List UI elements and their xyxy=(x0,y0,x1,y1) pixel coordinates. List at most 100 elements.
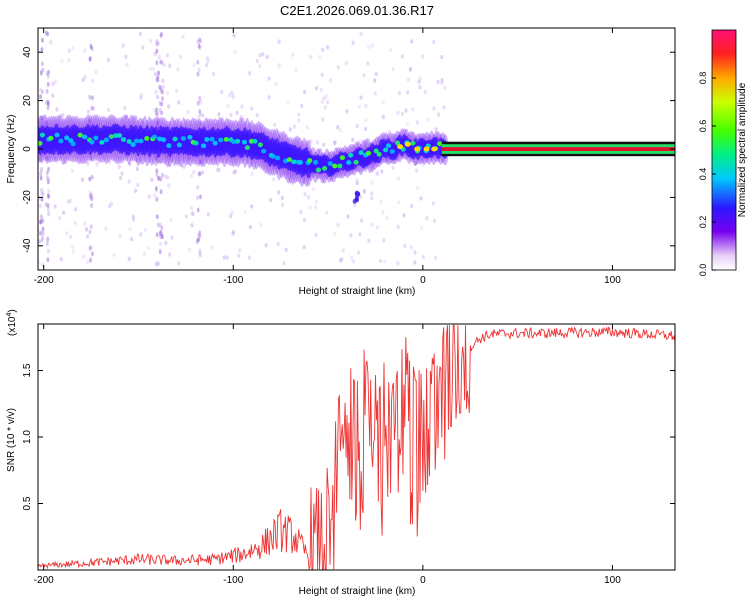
streak-dot xyxy=(40,61,44,67)
noise-dot xyxy=(228,93,232,98)
streak-dot xyxy=(199,112,202,117)
streak-dot xyxy=(47,69,50,75)
noise-dot xyxy=(380,169,384,174)
noise-dot xyxy=(142,251,146,256)
noise-dot xyxy=(420,54,425,59)
streak-dot xyxy=(89,258,92,263)
noise-dot xyxy=(381,210,385,215)
snr-panel: -200 -100 0 100 0.5 1.0 1.5 Height of straight… xyxy=(6,309,676,597)
ridge-core xyxy=(108,134,114,140)
streak-dot xyxy=(41,89,44,95)
streak-dot xyxy=(198,233,202,239)
noise-dot xyxy=(415,120,420,125)
noise-dot xyxy=(187,247,192,252)
noise-dot xyxy=(351,40,355,45)
noise-dot xyxy=(59,257,63,262)
noise-dot xyxy=(303,90,307,95)
noise-dot xyxy=(197,114,201,120)
streak-dot xyxy=(89,245,93,250)
noise-dot xyxy=(406,90,410,95)
noise-dot xyxy=(408,66,412,72)
noise-dot xyxy=(187,156,191,161)
noise-dot xyxy=(318,54,322,60)
streak-dot xyxy=(160,234,164,239)
noise-dot xyxy=(147,121,151,126)
noise-dot xyxy=(191,211,195,217)
noise-dot xyxy=(161,78,165,84)
noise-dot xyxy=(326,45,330,50)
noise-dot xyxy=(303,192,307,197)
streak-dot xyxy=(160,31,164,37)
streak-dot xyxy=(159,159,163,164)
noise-dot xyxy=(189,173,194,178)
noise-dot xyxy=(134,188,138,193)
ridge-core xyxy=(315,167,322,173)
streak-dot xyxy=(88,118,92,124)
ridge-hot xyxy=(414,146,421,152)
svg-text:(x104): (x104) xyxy=(6,309,18,336)
ridge-core xyxy=(307,158,313,163)
ridge-core xyxy=(38,141,43,146)
streak-dot xyxy=(88,56,92,61)
noise-dot xyxy=(362,73,366,78)
noise-dot xyxy=(264,243,268,248)
noise-dot xyxy=(143,227,147,233)
noise-dot xyxy=(443,85,447,91)
noise-dot xyxy=(61,112,65,118)
streak-dot xyxy=(91,95,94,101)
ridge-core xyxy=(160,137,167,143)
streak-dot xyxy=(156,158,160,164)
noise-dot xyxy=(136,182,140,188)
noise-dot xyxy=(190,223,194,228)
noise-dot xyxy=(308,205,312,210)
streak-dot xyxy=(89,44,93,50)
ridge-core xyxy=(157,136,163,142)
noise-dot xyxy=(155,38,159,44)
streak-dot xyxy=(46,31,50,37)
noise-dot xyxy=(415,168,419,173)
streak-dot xyxy=(47,177,50,182)
noise-dot xyxy=(167,103,171,109)
noise-dot xyxy=(95,162,99,167)
noise-dot xyxy=(391,66,395,72)
noise-dot xyxy=(379,199,383,204)
noise-dot xyxy=(284,247,288,252)
streak-dot xyxy=(198,95,202,101)
noise-dot xyxy=(120,171,124,176)
noise-dot xyxy=(373,78,377,83)
streak-dot xyxy=(45,175,49,181)
noise-dot xyxy=(150,177,154,182)
streak-dot xyxy=(197,162,201,168)
noise-dot xyxy=(55,107,59,112)
noise-dot xyxy=(230,210,234,216)
noise-dot xyxy=(336,223,340,228)
noise-dot xyxy=(248,71,252,76)
noise-dot xyxy=(235,110,239,116)
ridge-core xyxy=(339,155,345,161)
noise-dot xyxy=(349,233,353,238)
snr-ytick-label: 0.5 xyxy=(22,496,33,510)
noise-dot xyxy=(182,164,186,169)
noise-dot xyxy=(46,179,51,184)
noise-dot xyxy=(181,34,185,39)
noise-dot xyxy=(314,232,318,238)
streak-dot xyxy=(155,232,159,238)
noise-dot xyxy=(292,124,297,129)
noise-dot xyxy=(201,113,205,118)
ridge-core xyxy=(297,160,303,165)
spectrogram-ytick-label: 20 xyxy=(22,95,33,107)
noise-dot xyxy=(38,239,42,244)
snr-xtick-label: -100 xyxy=(223,575,243,586)
noise-dot xyxy=(206,212,210,217)
noise-dot xyxy=(131,214,135,219)
side-blob xyxy=(356,191,361,197)
ridge-core xyxy=(89,139,95,145)
noise-dot xyxy=(434,255,438,260)
noise-dot xyxy=(232,33,236,38)
noise-dot xyxy=(397,90,401,96)
ridge-core xyxy=(231,139,237,145)
streak-dot xyxy=(158,107,162,113)
streak-dot xyxy=(46,236,50,242)
streak-dot xyxy=(40,214,43,220)
